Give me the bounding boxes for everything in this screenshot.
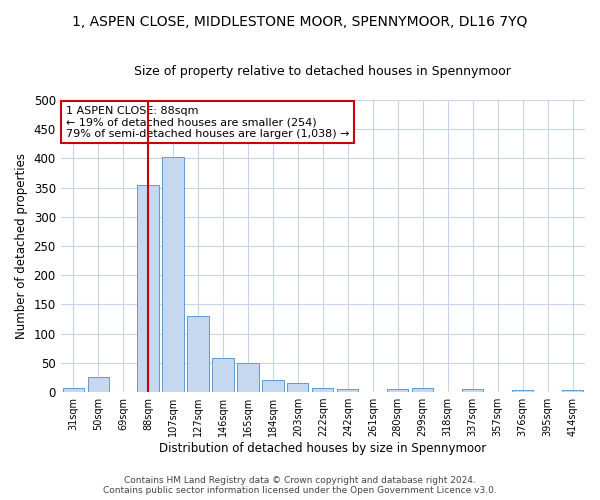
Title: Size of property relative to detached houses in Spennymoor: Size of property relative to detached ho… <box>134 65 511 78</box>
Bar <box>88 378 109 392</box>
Bar <box>262 380 284 392</box>
Bar <box>187 316 209 392</box>
Y-axis label: Number of detached properties: Number of detached properties <box>15 153 28 339</box>
Bar <box>137 184 158 392</box>
Text: 1, ASPEN CLOSE, MIDDLESTONE MOOR, SPENNYMOOR, DL16 7YQ: 1, ASPEN CLOSE, MIDDLESTONE MOOR, SPENNY… <box>73 15 527 29</box>
Bar <box>287 384 308 392</box>
Text: Contains HM Land Registry data © Crown copyright and database right 2024.
Contai: Contains HM Land Registry data © Crown c… <box>103 476 497 495</box>
Bar <box>163 156 184 392</box>
Bar <box>238 363 259 392</box>
Bar <box>212 358 233 392</box>
Text: 1 ASPEN CLOSE: 88sqm
← 19% of detached houses are smaller (254)
79% of semi-deta: 1 ASPEN CLOSE: 88sqm ← 19% of detached h… <box>66 106 349 139</box>
Bar <box>512 390 533 392</box>
Bar <box>412 388 433 392</box>
X-axis label: Distribution of detached houses by size in Spennymoor: Distribution of detached houses by size … <box>159 442 487 455</box>
Bar <box>337 389 358 392</box>
Bar <box>387 388 409 392</box>
Bar <box>462 388 483 392</box>
Bar <box>312 388 334 392</box>
Bar <box>562 390 583 392</box>
Bar <box>62 388 84 392</box>
